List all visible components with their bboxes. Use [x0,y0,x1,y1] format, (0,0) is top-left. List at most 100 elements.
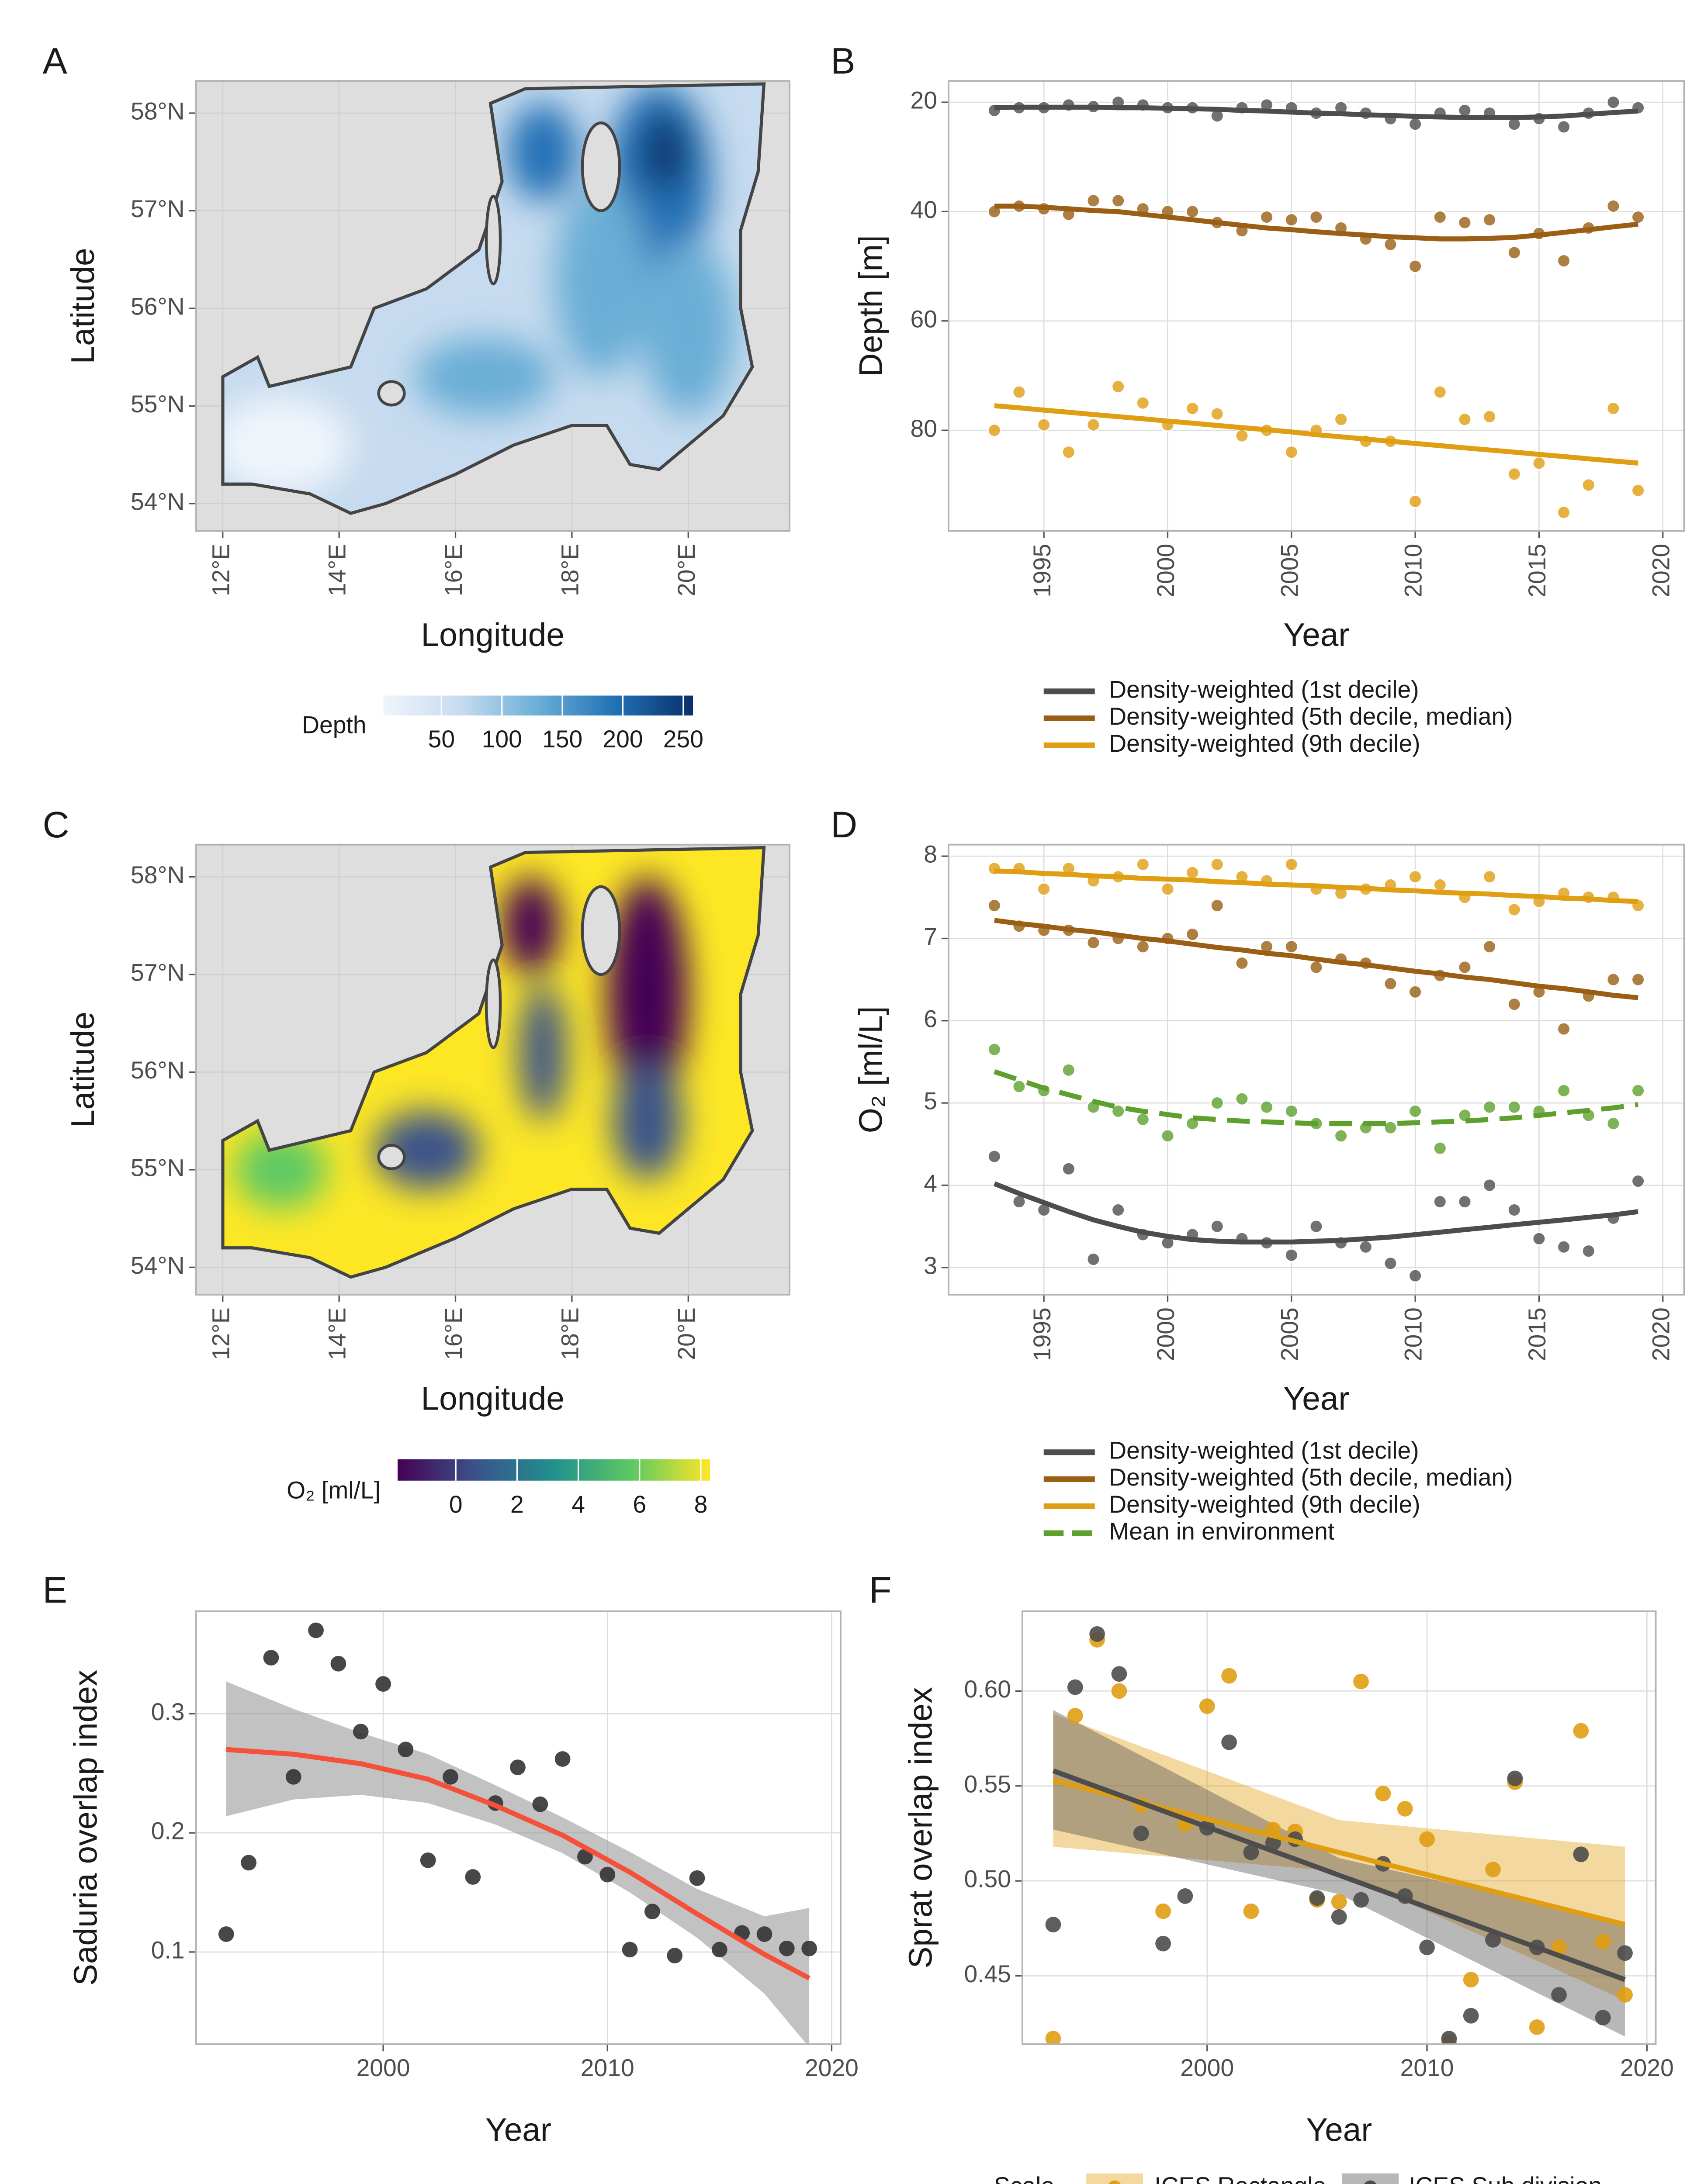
data-point [1331,1909,1347,1925]
plot-area [1022,1611,1656,2045]
data-point [1086,1252,1101,1267]
legend-title: Scale [994,2172,1054,2184]
data-point [263,1650,279,1666]
data-point [1243,1845,1259,1860]
data-point [330,1655,346,1672]
data-point [1045,1917,1061,1932]
panel-background [1022,1611,1656,2045]
y-axis-title: Depth [m] [852,235,889,377]
data-point [1111,1104,1126,1119]
y-tick-label: 40 [911,196,937,223]
colorbar-label: 0 [449,1491,463,1518]
sea-blobs [234,877,689,1209]
panel-background [949,81,1684,531]
data-point [1441,2031,1457,2045]
y-tick-label: 6 [924,1005,937,1032]
data-point [1136,857,1150,872]
data-point [1036,882,1051,896]
fit-line [994,868,1638,904]
panel-tag: E [43,1569,67,1610]
data-point [1353,1673,1369,1690]
data-point [554,1751,571,1767]
data-point [1383,1120,1398,1135]
data-point [1556,1240,1571,1254]
data-point [667,1948,683,1963]
y-tick-label: 0.50 [964,1866,1011,1893]
data-point [1185,927,1200,942]
depth-patch [502,877,561,975]
data-point [1284,445,1299,460]
island [485,958,502,1049]
data-point [987,423,1002,438]
data-point [1259,1100,1274,1114]
data-point [1210,1095,1225,1110]
data-point [1573,1723,1589,1739]
data-point [1160,1129,1175,1143]
data-point [1375,1786,1391,1801]
data-point [1383,237,1398,252]
data-point [1045,2031,1061,2045]
x-tick-label: 1995 [1029,544,1056,598]
data-point [1067,1707,1083,1724]
y-tick-label: 58°N [131,98,184,125]
data-point [1235,429,1249,443]
colorbar-label: 150 [542,726,582,753]
data-point [1284,940,1299,954]
x-tick-label: 2000 [357,2054,410,2081]
data-point [801,1940,817,1956]
panel-border [1022,1610,1657,2045]
data-point [1210,1219,1225,1234]
data-point [1185,204,1200,219]
data-point [353,1724,369,1740]
legend-label: ICES Sub division [1409,2172,1602,2184]
data-point [1012,1079,1026,1094]
data-point [987,898,1002,913]
data-point [1529,2019,1545,2035]
panel-tag: F [869,1569,892,1610]
data-point [1331,1894,1347,1910]
legend-label: Density-weighted (9th decile) [1109,1491,1420,1518]
depth-patch [520,984,566,1121]
data-point [1482,1100,1497,1114]
data-point [1482,1178,1497,1192]
data-point [1433,878,1448,892]
x-tick-label: 20°E [673,1307,700,1360]
data-point [1458,960,1472,975]
data-point [1631,483,1645,498]
panel-tag: D [831,804,857,845]
data-point [532,1796,548,1812]
y-axis-title: Latitude [64,248,101,364]
panel-border [948,80,1685,532]
data-point [375,1676,391,1692]
panel-border [195,843,790,1296]
data-point [1485,1862,1501,1877]
sea-raster [222,84,735,494]
data-point [1458,1194,1472,1209]
colorbar-label: 6 [633,1491,646,1518]
data-point [1581,478,1596,492]
data-point [1482,212,1497,227]
y-tick-label: 55°N [131,390,184,418]
data-point [1556,1022,1571,1036]
island [377,380,406,407]
data-point [1086,935,1101,950]
data-point [241,1855,256,1871]
data-point [756,1926,772,1942]
data-point [1136,396,1150,410]
sea-blobs [222,84,735,494]
data-point [1309,1219,1323,1234]
x-tick-label: 2020 [805,2054,859,2081]
y-tick-label: 7 [924,923,937,950]
data-point [622,1942,638,1958]
x-axis-title: Year [1283,1380,1349,1417]
data-point [465,1869,481,1885]
data-point [987,1042,1002,1057]
colorbar-label: 4 [571,1491,585,1518]
data-point [1284,212,1299,227]
x-tick-label: 2020 [1647,1307,1674,1361]
data-point [1617,1987,1633,2003]
data-point [1433,385,1448,399]
panel-border [195,80,790,532]
data-point [1309,960,1323,975]
panel-tag: B [831,41,855,82]
